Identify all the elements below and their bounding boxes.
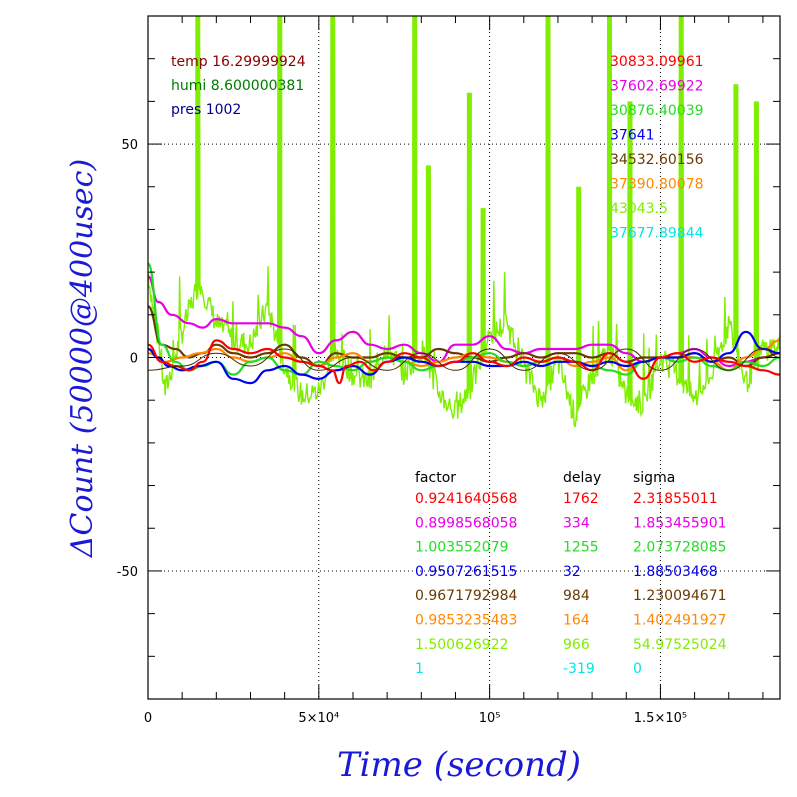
table-cell: 0.9853235483 [415,613,517,629]
table-cell: 54.97525024 [633,637,727,653]
series-value-label: 37677.89844 [610,226,704,242]
table-cell: 1762 [563,491,599,507]
table-cell: 1.88503468 [633,564,718,580]
series-line [148,348,780,371]
x-tick-label: 5×10⁴ [298,711,339,726]
table-cell: 0.9507261515 [415,564,517,580]
series-value-label: 37641 [610,128,655,144]
series-value-label: 30833.09961 [610,54,704,70]
series-line [148,16,780,428]
x-tick-label: 1.5×10⁵ [634,711,687,726]
axis-ticks [147,15,780,700]
table-cell: 164 [563,613,590,629]
table-cell: 1.230094671 [633,588,727,604]
table-cell: 334 [563,515,590,531]
table-cell: 1.500626922 [415,637,509,653]
stats-table: factor delay sigma 0.9241640568 1762 2.318550… [415,470,727,677]
plot-area [148,16,780,428]
x-tick-label: 0 [144,711,152,726]
series-path [148,339,780,385]
table-cell: 984 [563,588,590,604]
table-header: factor [415,470,456,486]
series-value-labels: 30833.09961 37602.69922 30876.40039 37641 34… [610,54,704,242]
table-cell: 2.31855011 [633,491,718,507]
table-cell: 32 [563,564,581,580]
table-cell: 1255 [563,540,599,556]
env-readout-line: temp 16.29999924 [171,54,306,70]
x-axis-title: Time (second) [337,745,581,785]
y-tick-label: 50 [121,138,138,153]
table-cell: 1.853455901 [633,515,727,531]
x-tick-label: 10⁵ [479,711,501,726]
table-header: sigma [633,470,675,486]
series-value-label: 43043.5 [610,201,668,217]
table-cell: 0.9241640568 [415,491,517,507]
environment-readout: temp 16.29999924 humi 8.600000381 pres 100… [171,54,306,118]
series-value-label: 37602.69922 [610,79,704,95]
y-tick-label: 0 [130,352,138,367]
table-cell: 1 [415,661,424,677]
series-path-green [148,16,780,428]
table-cell: 1.402491927 [633,613,727,629]
series-path [148,348,780,371]
table-cell: 0.9671792984 [415,588,518,604]
env-readout-line: pres 1002 [171,102,241,118]
table-cell: 0 [633,661,642,677]
table-header: delay [563,470,601,486]
table-cell: 1.003552079 [415,540,509,556]
y-axis-title: ΔCount (50000@400usec) [65,159,100,558]
tick-labels: 0 5×10⁴ 10⁵ 1.5×10⁵ 50 0 -50 [117,138,687,726]
series-group [148,16,780,428]
table-cell: -319 [563,661,595,677]
series-value-label: 34532.60156 [610,152,704,168]
series-line [148,339,780,385]
series-value-label: 30876.40039 [610,103,704,119]
series-value-label: 37390.80078 [610,177,704,193]
env-readout-line: humi 8.600000381 [171,78,304,94]
table-cell: 0.8998568058 [415,515,517,531]
table-cell: 2.073728085 [633,540,727,556]
y-tick-label: -50 [117,565,138,580]
table-cell: 966 [563,637,590,653]
